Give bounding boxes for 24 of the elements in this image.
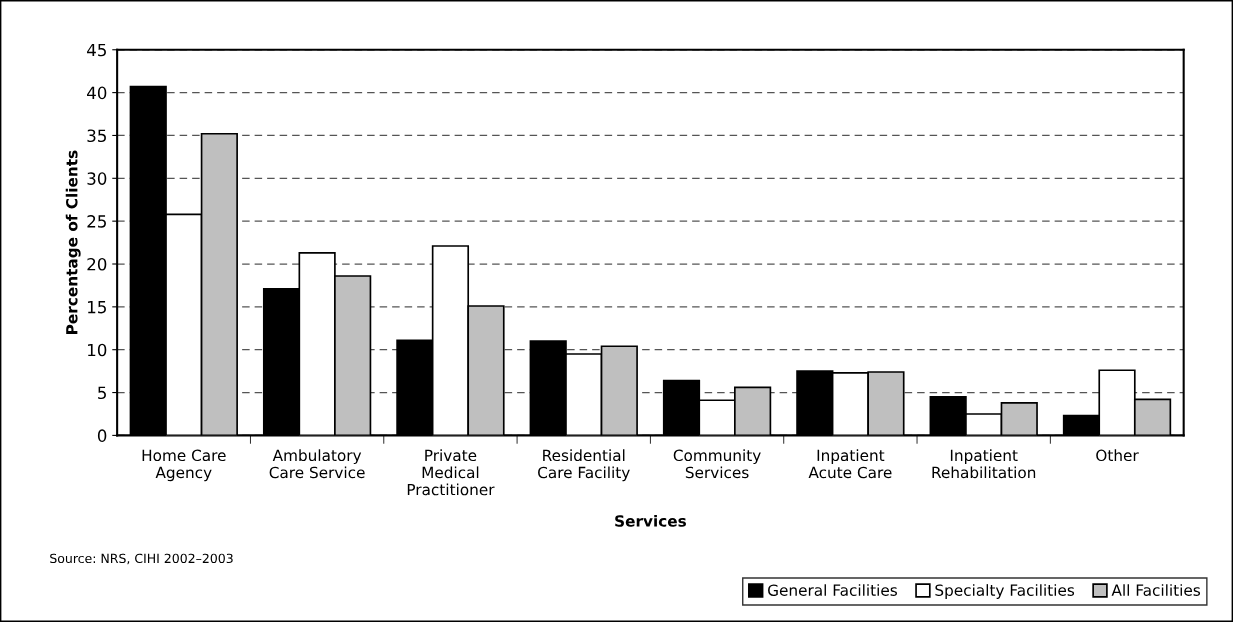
y-tick-label: 35 bbox=[87, 129, 106, 143]
x-axis-title: Services bbox=[615, 514, 686, 527]
y-tick-label: 20 bbox=[87, 257, 107, 271]
y-axis-title: Percentage of Clients bbox=[65, 150, 81, 334]
legend-label: Specialty Facilities bbox=[935, 584, 1075, 599]
legend-label: General Facilities bbox=[768, 584, 897, 596]
x-tick-label: Private Medical Practitioner bbox=[407, 449, 495, 496]
legend-label: All Facilities bbox=[1111, 584, 1201, 596]
x-tick-label: Inpatient Rehabilitation bbox=[932, 449, 1036, 479]
y-tick-label: 0 bbox=[97, 429, 107, 442]
x-tick-label: Other bbox=[1096, 449, 1139, 462]
y-tick-label: 10 bbox=[88, 343, 107, 357]
x-tick-label: Community Services bbox=[673, 449, 761, 479]
y-tick-label: 45 bbox=[87, 43, 106, 57]
x-tick-label: Residential Care Facility bbox=[538, 449, 630, 482]
x-tick-label: Ambulatory Care Service bbox=[269, 449, 365, 479]
y-tick-label: 30 bbox=[87, 172, 107, 185]
y-tick-label: 40 bbox=[87, 86, 107, 100]
x-tick-label: Home Care Agency bbox=[142, 449, 226, 482]
x-tick-label: Inpatient Acute Care bbox=[808, 449, 892, 479]
y-tick-label: 25 bbox=[87, 215, 106, 228]
y-tick-label: 15 bbox=[88, 301, 106, 314]
source-note: Source: NRS, CIHI 2002–2003 bbox=[50, 553, 233, 565]
y-tick-label: 5 bbox=[98, 386, 106, 400]
